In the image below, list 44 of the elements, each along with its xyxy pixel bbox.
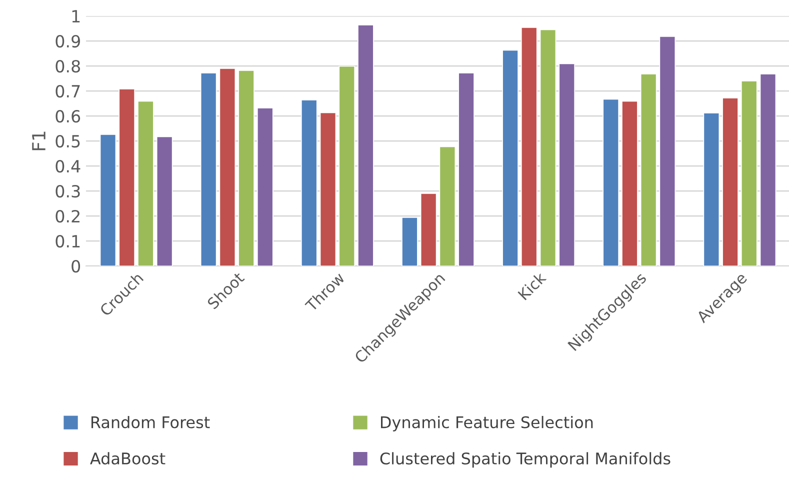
legend-label: Dynamic Feature Selection (380, 416, 593, 432)
y-tick-label: 0.2 (56, 210, 80, 223)
bar (338, 66, 356, 266)
y-tick-label: 0.1 (56, 234, 80, 248)
bar (300, 100, 318, 266)
bar (156, 136, 173, 266)
bar (138, 100, 154, 266)
bar (200, 72, 217, 266)
y-tick-label: 0.5 (56, 134, 80, 148)
bar (439, 146, 456, 266)
legend-label: Random Forest (92, 416, 210, 428)
bar (540, 29, 556, 266)
bar (558, 63, 576, 266)
legend-label: AdaBoost (90, 452, 166, 465)
bar (320, 112, 336, 266)
legend-label: Clustered Spatio Temporal Manifolds (380, 452, 670, 468)
y-tick-label: 0.4 (56, 160, 80, 173)
y-tick-label: 0.8 (56, 60, 80, 73)
bar (118, 88, 136, 266)
y-axis-title: F1 (32, 132, 46, 150)
bar (622, 100, 638, 266)
bar (458, 72, 474, 266)
bar (703, 112, 720, 266)
bar (219, 68, 236, 266)
bar (602, 98, 620, 266)
y-tick-label: 0 (72, 260, 80, 273)
bar (256, 108, 274, 266)
bar (659, 36, 676, 266)
bar (740, 80, 758, 266)
bar (100, 134, 116, 266)
y-tick-label: 1 (72, 10, 80, 22)
bar (760, 74, 776, 266)
bar (402, 217, 418, 266)
bar (502, 50, 518, 266)
y-tick-label: 0.7 (56, 84, 80, 98)
bar (420, 193, 437, 266)
bar (640, 74, 657, 266)
y-tick-label: 0.9 (56, 34, 80, 48)
bar (238, 70, 254, 266)
y-tick-label: 0.3 (56, 184, 80, 198)
y-tick-label: 0.6 (56, 110, 80, 123)
bar (722, 98, 738, 266)
bar (358, 24, 374, 266)
bar (520, 27, 538, 266)
